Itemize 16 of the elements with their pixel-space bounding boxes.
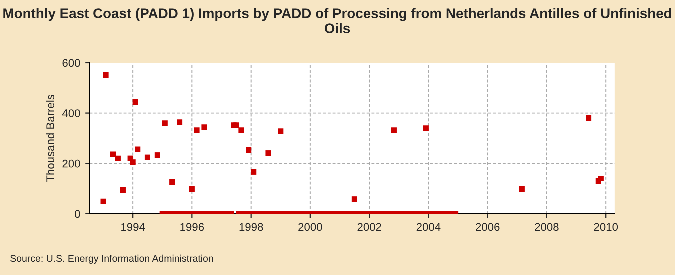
y-tick-label: 0 bbox=[75, 210, 80, 218]
chart-title: Monthly East Coast (PADD 1) Imports by PADD of Processing from Netherlands Antilles of Unfinished Oils bbox=[4, 8, 672, 34]
y-axis-title: Thousand Barrels bbox=[46, 95, 54, 182]
x-tick-label: 1994 bbox=[122, 223, 146, 232]
x-tick-label: 2008 bbox=[535, 223, 559, 232]
x-tick-label: 2004 bbox=[416, 223, 441, 232]
x-tick-label: 1996 bbox=[180, 223, 204, 232]
y-tick-label: 200 bbox=[62, 160, 80, 168]
source-note: Source: U.S. Energy Information Administration bbox=[10, 254, 214, 264]
x-tick-label: 2000 bbox=[298, 223, 322, 232]
x-tick-label: 1998 bbox=[240, 223, 264, 232]
x-tick-label: 2006 bbox=[476, 223, 500, 232]
y-tick-label: 600 bbox=[62, 59, 80, 68]
y-tick-label: 400 bbox=[62, 110, 80, 118]
x-tick-label: 2010 bbox=[594, 223, 618, 232]
x-tick-label: 2002 bbox=[358, 223, 382, 232]
